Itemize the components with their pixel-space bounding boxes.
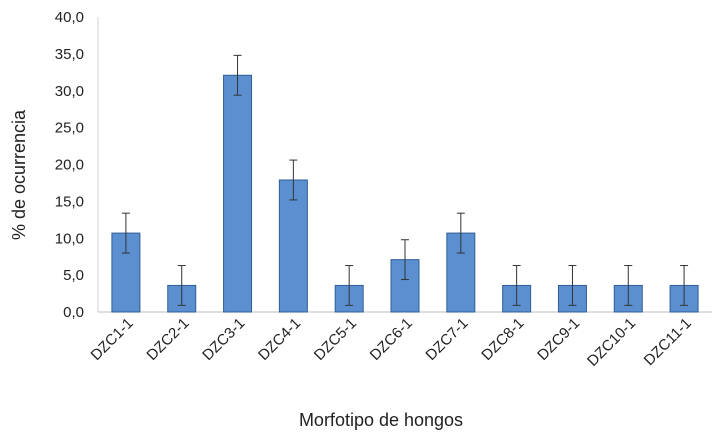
- bar: [223, 74, 253, 313]
- category-label: DZC1-1: [88, 315, 137, 364]
- y-tick-label: 20,0: [55, 157, 84, 174]
- category-labels: DZC1-1 DZC2-1 DZC3-1 DZC4-1 DZC5-1 DZC6-1 DZC7…: [88, 315, 695, 370]
- error-bars: [121, 54, 689, 306]
- y-tick-label: 5,0: [63, 267, 84, 284]
- y-tick-labels: 0,0 5,0 10,0 15,0 20,0 25,0 30,0 35,0 40,0: [55, 9, 84, 321]
- category-label: DZC11-1: [641, 315, 695, 369]
- bar: [278, 179, 308, 313]
- y-tick-label: 10,0: [55, 230, 84, 247]
- category-label: DZC4-1: [255, 315, 304, 364]
- y-tick-label: 25,0: [55, 120, 84, 137]
- y-tick-label: 15,0: [55, 193, 84, 210]
- y-tick-label: 35,0: [55, 46, 84, 63]
- y-tick-label: 40,0: [55, 9, 84, 26]
- category-label: DZC10-1: [584, 315, 639, 370]
- y-tick-label: 30,0: [55, 83, 84, 100]
- category-label: DZC3-1: [199, 315, 248, 364]
- category-label: DZC6-1: [367, 315, 416, 364]
- category-label: DZC9-1: [534, 315, 583, 364]
- category-label: DZC8-1: [478, 315, 527, 364]
- y-tick-label: 0,0: [63, 304, 84, 321]
- x-axis-title: Morfotipo de hongos: [299, 410, 463, 430]
- y-axis-title: % de ocurrencia: [9, 109, 29, 240]
- category-label: DZC7-1: [422, 315, 471, 364]
- category-label: DZC2-1: [143, 315, 192, 364]
- category-label: DZC5-1: [311, 315, 360, 364]
